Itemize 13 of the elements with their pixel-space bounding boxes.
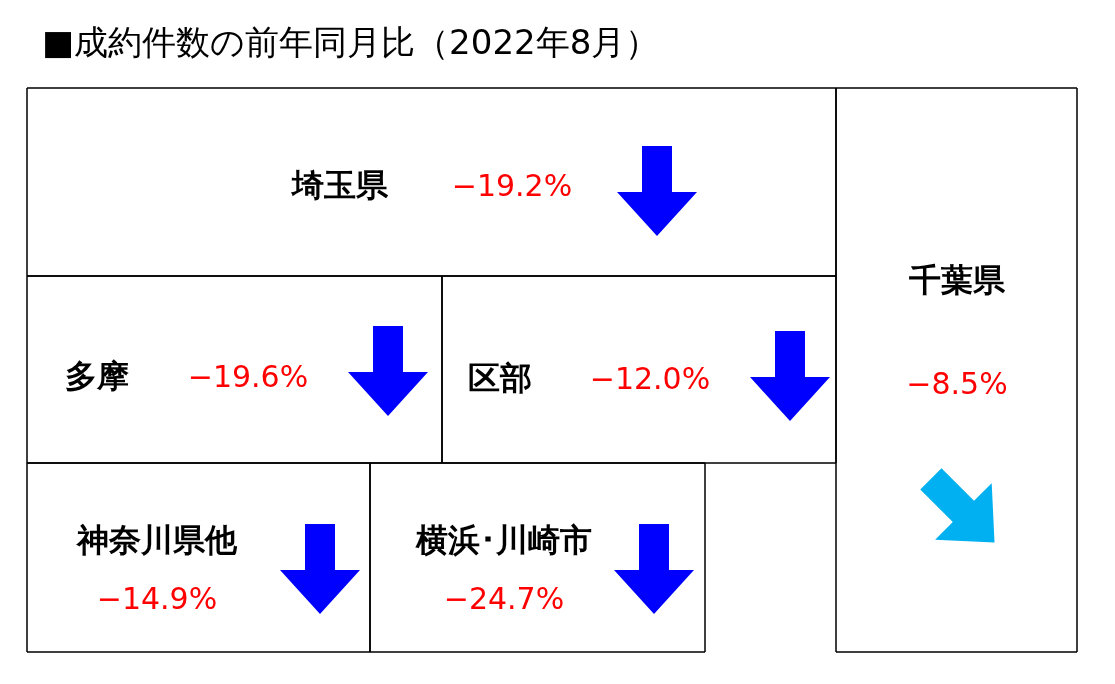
value: −12.0% xyxy=(589,360,711,396)
label: 横浜･川崎市 xyxy=(416,521,592,559)
value: −14.9% xyxy=(96,580,218,616)
value: −19.6% xyxy=(187,358,309,394)
title: ■成約件数の前年同月比（2022年8月） xyxy=(42,22,660,62)
label: 千葉県 xyxy=(909,261,1005,299)
label: 区部 xyxy=(468,359,532,397)
value: −8.5% xyxy=(906,365,1008,401)
label: 多摩 xyxy=(65,357,129,395)
label: 埼玉県 xyxy=(292,166,388,204)
value: −19.2% xyxy=(451,167,573,203)
label: 神奈川県他 xyxy=(77,521,237,559)
value: −24.7% xyxy=(443,580,565,616)
